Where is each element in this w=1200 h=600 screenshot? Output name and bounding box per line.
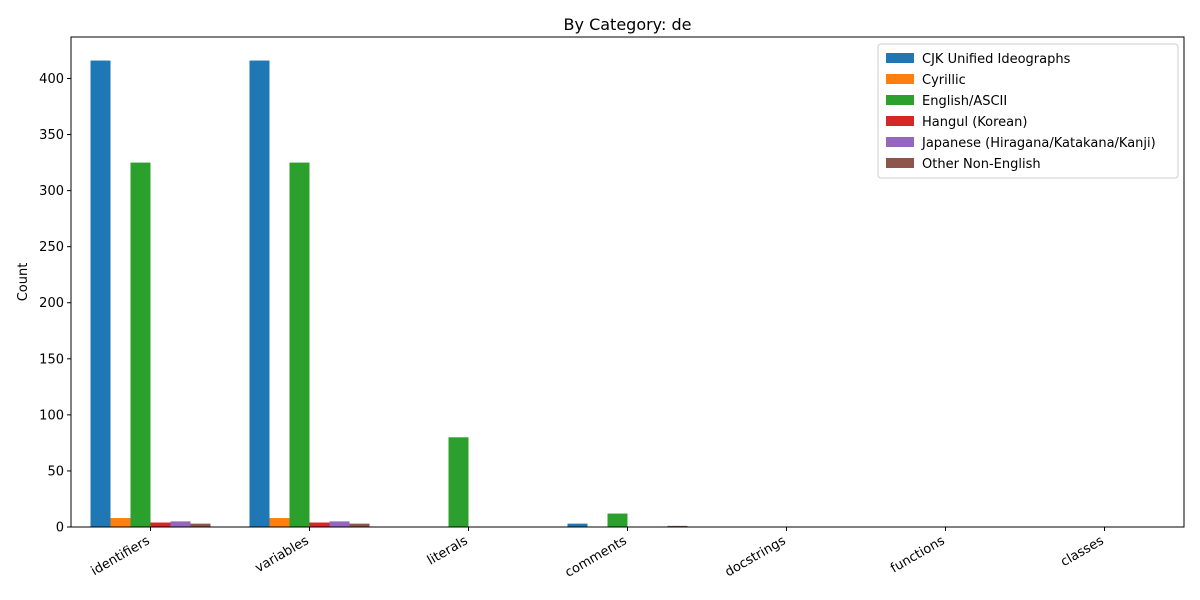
x-axis-ticks: identifiers variables literals comments docs… <box>89 527 1107 581</box>
bar-literals-series-2 <box>448 437 469 527</box>
legend-swatch <box>886 53 914 63</box>
legend-label: Japanese (Hiragana/Katakana/Kanji) <box>921 136 1156 151</box>
y-tick-label: 50 <box>47 464 64 479</box>
plot-frame <box>70 36 1185 528</box>
bar-variables-series-4 <box>329 521 350 527</box>
bar-identifiers-series-5 <box>190 523 211 527</box>
x-tick-label: literals <box>425 533 471 568</box>
y-tick-label: 400 <box>39 72 64 87</box>
legend-label: Other Non-English <box>922 157 1041 172</box>
legend-label: CJK Unified Ideographs <box>922 52 1071 67</box>
y-axis-label: Count <box>16 263 31 302</box>
bar-variables-series-2 <box>289 162 310 527</box>
x-tick-label: variables <box>253 533 312 576</box>
x-tick-label: identifiers <box>89 533 153 579</box>
y-tick-label: 200 <box>39 296 64 311</box>
legend-label: Hangul (Korean) <box>922 115 1027 130</box>
bar-variables-series-0 <box>249 60 270 528</box>
legend-swatch <box>886 158 914 168</box>
y-tick-label: 350 <box>39 128 64 143</box>
legend: CJK Unified Ideographs Cyrillic English/AS… <box>877 43 1179 179</box>
legend-swatch <box>886 95 914 105</box>
legend-label: English/ASCII <box>922 94 1007 109</box>
y-tick-label: 100 <box>39 408 64 423</box>
bar-identifiers-series-2 <box>130 162 151 527</box>
bar-variables-series-1 <box>269 518 290 527</box>
bar-comments-series-2 <box>607 513 628 527</box>
y-axis-ticks: 0 50 100 150 200 250 300 350 400 <box>39 72 71 536</box>
x-tick-label: docstrings <box>723 533 789 580</box>
y-tick-label: 150 <box>39 352 64 367</box>
legend-swatch <box>886 74 914 84</box>
bar-identifiers-series-3 <box>150 522 171 527</box>
legend-swatch <box>886 137 914 147</box>
y-tick-label: 250 <box>39 240 64 255</box>
bar-variables-series-5 <box>349 523 370 527</box>
y-tick-label: 300 <box>39 184 64 199</box>
chart-title: By Category: de <box>564 15 692 34</box>
bar-variables-series-3 <box>309 522 330 527</box>
bar-identifiers-series-4 <box>170 521 191 527</box>
bar-identifiers-series-1 <box>110 518 131 527</box>
x-tick-label: classes <box>1058 533 1106 570</box>
bars-group <box>90 60 688 528</box>
bar-comments-series-0 <box>567 523 588 527</box>
legend-frame <box>877 43 1179 179</box>
x-tick-label: comments <box>563 533 630 580</box>
bar-identifiers-series-0 <box>90 60 111 528</box>
y-tick-label: 0 <box>56 521 64 536</box>
x-tick-label: functions <box>888 533 948 576</box>
legend-swatch <box>886 116 914 126</box>
bar-comments-series-5 <box>667 525 688 527</box>
legend-label: Cyrillic <box>922 73 966 88</box>
